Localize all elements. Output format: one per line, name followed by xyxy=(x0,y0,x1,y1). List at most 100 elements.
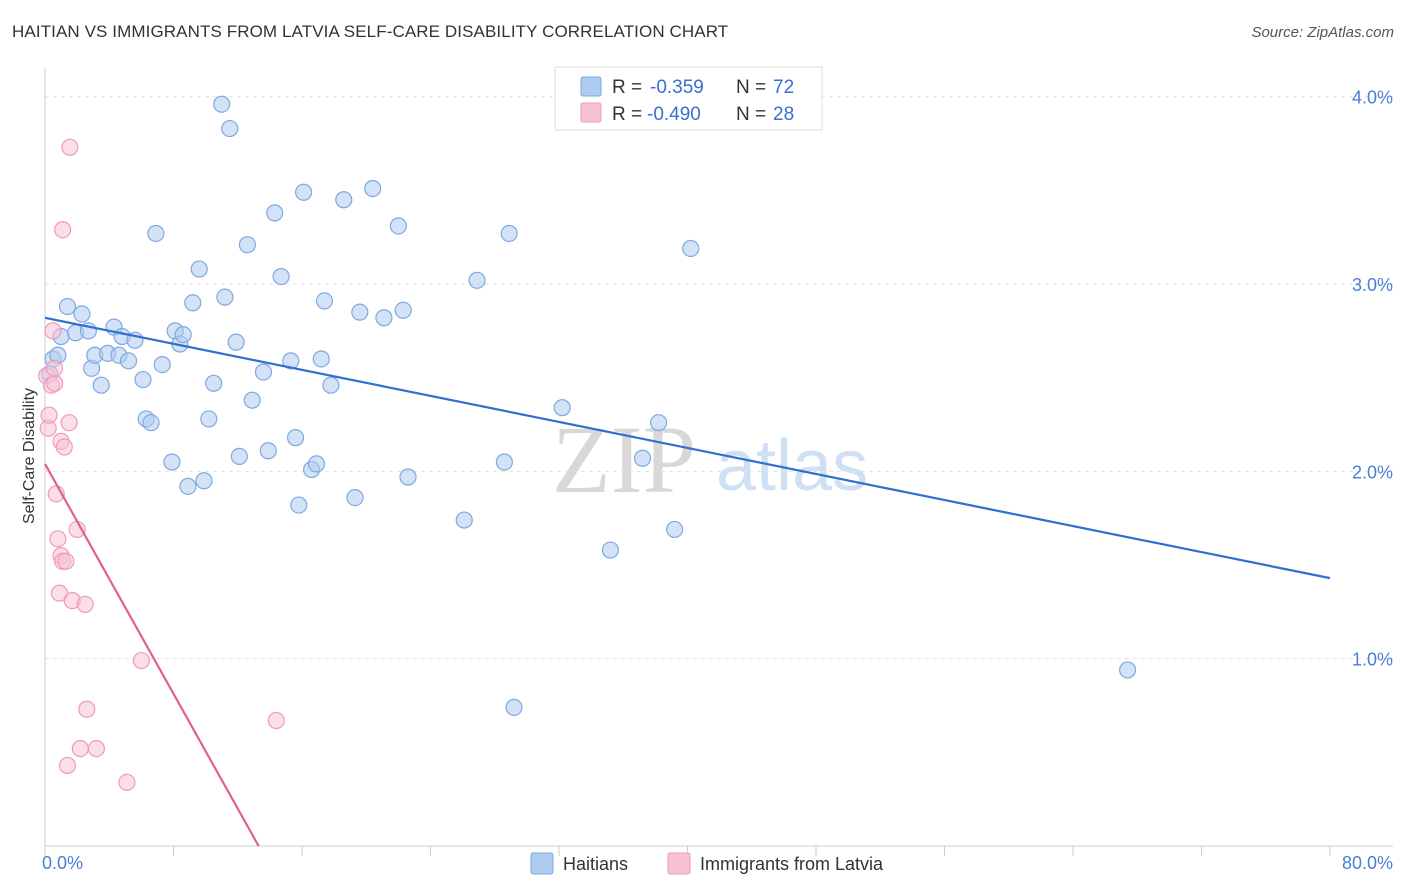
haitian-point xyxy=(216,288,234,306)
haitian-point xyxy=(272,267,290,286)
bottom-legend: Haitians Immigrants from Latvia xyxy=(530,852,884,875)
haitian-point xyxy=(238,236,256,254)
legend-n-label-2: N = xyxy=(736,104,766,125)
latvia-point xyxy=(40,406,58,424)
latvia-point xyxy=(267,711,285,730)
haitian-point xyxy=(399,468,417,486)
haitian-point xyxy=(153,355,171,374)
latvia-point xyxy=(78,700,96,718)
haitian-point xyxy=(266,204,284,222)
haitian-point xyxy=(495,453,513,471)
chart-title: HAITIAN VS IMMIGRANTS FROM LATVIA SELF-C… xyxy=(12,22,729,41)
haitian-point xyxy=(649,414,668,432)
haitian-point xyxy=(553,399,571,417)
haitian-point xyxy=(351,303,369,321)
haitian-point xyxy=(227,333,245,351)
watermark-atlas: atlas xyxy=(716,426,868,506)
haitian-point xyxy=(682,239,700,258)
haitian-point xyxy=(174,326,192,344)
haitian-point xyxy=(179,477,197,495)
haitian-point xyxy=(142,414,160,432)
haitian-point xyxy=(221,119,239,138)
latvia-point xyxy=(87,739,106,758)
watermark-zip: ZIP xyxy=(552,406,696,513)
haitian-point xyxy=(394,301,412,319)
haitian-point xyxy=(163,453,181,471)
tick-labels: 1.0% 2.0% 3.0% 4.0% 0.0% 80.0% xyxy=(42,88,1393,873)
latvia-point xyxy=(54,221,72,239)
haitian-point xyxy=(1119,661,1137,679)
haitian-point xyxy=(119,352,138,370)
haitian-point xyxy=(190,260,208,278)
haitian-point xyxy=(213,95,231,113)
haitian-point xyxy=(455,511,473,529)
source-label: Source: ZipAtlas.com xyxy=(1251,24,1394,41)
latvia-point xyxy=(71,739,89,758)
x-tick-label: 0.0% xyxy=(42,853,83,873)
legend-r-label-2: R = xyxy=(612,104,642,125)
latvia-point xyxy=(58,756,77,775)
haitian-point xyxy=(92,376,110,394)
haitian-point xyxy=(195,472,213,490)
haitian-point xyxy=(364,179,382,198)
haitian-point xyxy=(184,294,202,312)
latvia-point xyxy=(50,584,69,602)
haitian-point xyxy=(243,391,261,409)
legend-r-label-1: R = xyxy=(612,77,642,98)
y-tick-label: 1.0% xyxy=(1352,650,1393,670)
legend-r-value-2: -0.490 xyxy=(647,104,701,125)
bottom-legend-haitians: Haitians xyxy=(563,854,628,874)
haitian-point xyxy=(505,698,523,716)
latvia-point xyxy=(55,438,73,456)
legend-n-value-2: 28 xyxy=(773,104,794,125)
haitian-point xyxy=(500,224,518,243)
latvia-point xyxy=(49,530,67,548)
legend-swatch-haitians xyxy=(580,76,602,97)
legend-swatch-latvia xyxy=(580,102,602,123)
haitian-point xyxy=(205,374,223,392)
x-tick-label: 80.0% xyxy=(1342,853,1393,873)
haitian-point xyxy=(312,350,330,368)
haitian-point xyxy=(346,488,364,507)
latvia-point xyxy=(61,138,79,156)
haitian-point xyxy=(633,449,652,467)
legend-n-label-1: N = xyxy=(736,77,766,98)
haitian-point xyxy=(322,376,340,394)
haitian-point xyxy=(601,541,620,559)
haitian-point xyxy=(375,309,393,327)
grid-lines xyxy=(45,96,1393,660)
y-axis-label: Self-Care Disability xyxy=(21,388,38,524)
haitian-point xyxy=(666,520,684,539)
y-tick-label: 4.0% xyxy=(1352,88,1393,108)
haitian-point xyxy=(286,429,305,447)
latvia-point xyxy=(57,552,75,570)
latvia-point xyxy=(60,414,78,432)
legend-n-value-1: 72 xyxy=(773,77,794,98)
legend-r-value-1: -0.359 xyxy=(650,77,704,98)
haitian-point xyxy=(282,352,300,370)
haitian-point xyxy=(295,183,313,201)
axes xyxy=(44,68,1393,856)
bottom-legend-swatch-haitians xyxy=(530,852,554,875)
y-tick-label: 3.0% xyxy=(1352,275,1393,295)
haitian-point xyxy=(200,410,218,428)
haitian-point xyxy=(290,496,308,514)
latvia-point xyxy=(76,595,94,613)
haitian-point xyxy=(230,447,248,465)
haitian-point xyxy=(335,191,353,209)
haitian-point xyxy=(254,363,273,381)
latvia-point xyxy=(44,322,62,340)
haitian-point xyxy=(58,297,77,316)
latvia-point xyxy=(46,359,64,377)
haitian-point xyxy=(134,370,152,389)
latvia-trend-line xyxy=(44,463,260,847)
trend-lines xyxy=(44,316,1331,847)
haitian-trend-line xyxy=(44,316,1331,580)
latvia-point xyxy=(46,374,64,392)
latvia-point xyxy=(118,773,136,791)
legend-box: R = -0.359 N = 72 R = -0.490 N = 28 xyxy=(554,66,823,131)
haitian-point xyxy=(147,224,165,243)
haitian-point xyxy=(389,217,407,235)
bottom-legend-swatch-latvia xyxy=(667,852,691,875)
